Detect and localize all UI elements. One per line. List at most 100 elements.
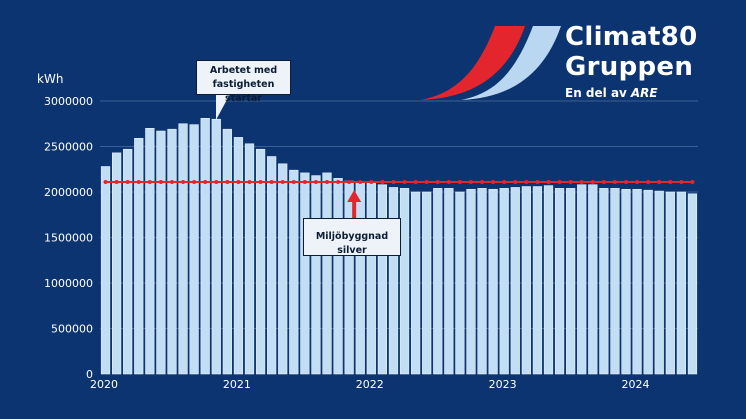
bar xyxy=(466,188,476,375)
threshold-marker xyxy=(181,179,186,184)
callout-silver: Miljöbyggnad silver xyxy=(303,218,401,256)
threshold-marker xyxy=(579,179,584,184)
threshold-marker xyxy=(612,179,617,184)
bar xyxy=(676,191,687,375)
threshold-marker xyxy=(358,179,363,184)
threshold-marker xyxy=(480,179,485,184)
logo-blue-swoosh xyxy=(461,26,561,100)
bar xyxy=(687,193,698,375)
bar xyxy=(167,128,177,375)
y-tick-label: 0 xyxy=(86,368,93,381)
bar xyxy=(444,188,454,375)
y-tick-label: 2500000 xyxy=(44,141,93,154)
callout-pointer xyxy=(216,94,230,120)
bar xyxy=(621,188,631,375)
brand-name-line1: Climat80 xyxy=(565,22,698,52)
threshold-marker xyxy=(336,179,341,184)
threshold-marker xyxy=(236,179,241,184)
threshold-marker xyxy=(258,179,263,184)
threshold-marker xyxy=(502,179,507,184)
bar xyxy=(665,191,675,375)
y-tick-label: 2000000 xyxy=(44,186,93,199)
threshold-marker xyxy=(136,179,141,184)
threshold-marker xyxy=(369,179,374,184)
threshold-marker xyxy=(690,179,695,184)
bar xyxy=(100,166,111,375)
y-tick-label: 500000 xyxy=(51,323,93,336)
x-tick-label: 2022 xyxy=(356,378,384,391)
threshold-marker xyxy=(103,179,108,184)
bar xyxy=(355,181,365,375)
bar xyxy=(488,188,498,375)
bar xyxy=(111,152,122,375)
callout-start: Arbetet med fastigheten startar xyxy=(196,60,291,104)
bar xyxy=(200,117,210,375)
bars xyxy=(100,117,698,375)
threshold-marker xyxy=(391,179,396,184)
threshold-marker xyxy=(524,179,529,184)
y-tick-label: 1500000 xyxy=(44,232,93,245)
threshold-marker xyxy=(546,179,551,184)
x-tick-label: 2021 xyxy=(223,378,251,391)
bar xyxy=(410,191,421,375)
y-tick-label: 3000000 xyxy=(44,95,93,108)
bar xyxy=(577,184,587,375)
bar xyxy=(388,187,399,375)
bar xyxy=(455,191,465,375)
bar xyxy=(222,128,232,375)
bar xyxy=(554,188,565,375)
bar xyxy=(422,191,432,375)
bar xyxy=(510,187,520,375)
bar xyxy=(267,156,277,375)
bar xyxy=(178,123,188,375)
brand-tagline: En del av ARE xyxy=(565,86,658,100)
threshold-marker xyxy=(635,179,640,184)
x-tick-label: 2020 xyxy=(90,378,118,391)
y-tick-label: 1000000 xyxy=(44,277,93,290)
threshold-marker xyxy=(646,179,651,184)
bar xyxy=(333,178,343,375)
threshold-marker xyxy=(590,179,595,184)
threshold-marker xyxy=(468,179,473,184)
arrow-shaft xyxy=(352,200,357,219)
bar xyxy=(610,188,620,375)
threshold-marker xyxy=(125,179,130,184)
bar xyxy=(145,128,155,375)
brand-name-line2: Gruppen xyxy=(565,52,694,82)
bar xyxy=(123,148,133,375)
bar xyxy=(377,184,388,375)
x-axis-ticks: 2020 2021 2022 2023 2024 xyxy=(90,378,650,391)
bar xyxy=(599,188,609,375)
threshold-marker xyxy=(557,179,562,184)
threshold-marker xyxy=(225,179,230,184)
tagline-text: En del av xyxy=(565,86,627,100)
threshold-marker xyxy=(446,179,451,184)
bar xyxy=(311,175,321,375)
threshold-marker xyxy=(291,179,296,184)
logo-red-swoosh xyxy=(421,26,525,100)
logo: Climat80 Gruppen En del av ARE xyxy=(415,18,715,108)
parent-brand: ARE xyxy=(630,86,658,100)
threshold-marker xyxy=(679,179,684,184)
bar xyxy=(300,172,310,375)
bar xyxy=(543,185,554,375)
bar xyxy=(189,124,199,375)
threshold-marker xyxy=(657,179,662,184)
threshold-marker xyxy=(380,179,385,184)
logo-swoosh-icon xyxy=(421,26,561,100)
threshold-marker xyxy=(668,179,673,184)
threshold-marker xyxy=(192,179,197,184)
threshold-marker xyxy=(457,179,462,184)
bar xyxy=(588,184,598,375)
threshold-marker xyxy=(158,179,163,184)
threshold-marker xyxy=(601,179,606,184)
threshold-marker xyxy=(491,179,496,184)
x-tick-label: 2024 xyxy=(622,378,650,391)
bar xyxy=(632,188,642,375)
bar xyxy=(643,189,653,375)
bar xyxy=(322,172,332,375)
threshold-marker xyxy=(247,179,252,184)
threshold-marker xyxy=(325,179,330,184)
x-tick-label: 2023 xyxy=(489,378,517,391)
